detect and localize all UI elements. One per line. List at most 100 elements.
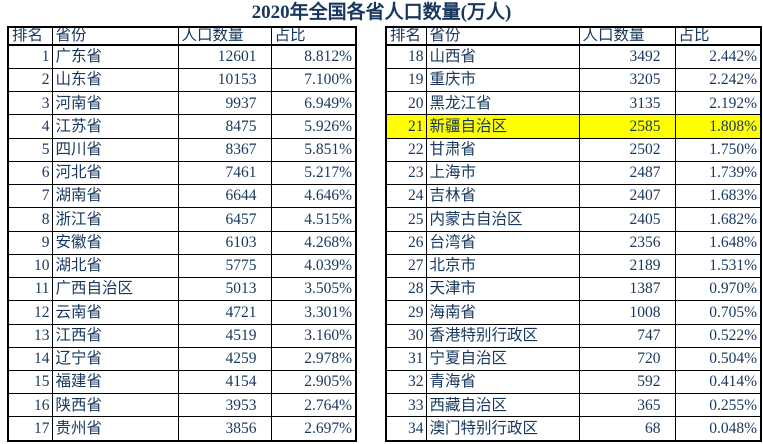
percent-cell: 5.926%: [270, 114, 357, 139]
province-cell: 湖南省: [51, 184, 179, 209]
column-header-rank: 排名: [385, 26, 427, 46]
table-row: 1 广东省 12601 8.812%: [7, 44, 357, 69]
percent-cell: 2.764%: [270, 393, 357, 418]
table-row: 2 山东省 10153 7.100%: [7, 67, 357, 93]
province-cell: 河北省: [51, 160, 179, 186]
population-cell: 6457: [177, 207, 272, 232]
table-row: 24 吉林省 2407 1.683%: [385, 184, 762, 209]
table-row: 27 北京市 2189 1.531%: [385, 253, 762, 279]
province-cell: 台湾省: [425, 230, 580, 255]
table-row: 7 湖南省 6644 4.646%: [7, 184, 357, 209]
percent-cell: 2.442%: [674, 44, 762, 69]
rank-cell: 16: [7, 393, 53, 418]
rank-cell: 25: [385, 207, 427, 232]
table-row: 8 浙江省 6457 4.515%: [7, 207, 357, 232]
rank-cell: 23: [385, 160, 427, 186]
province-cell: 甘肃省: [425, 137, 580, 162]
table-row: 18 山西省 3492 2.442%: [385, 44, 762, 69]
table-row: 16 陕西省 3953 2.764%: [7, 393, 357, 418]
percent-cell: 4.515%: [270, 207, 357, 232]
header-row: 排名 省份 人口数量 占比: [7, 26, 357, 46]
table-row: 9 安徽省 6103 4.268%: [7, 230, 357, 255]
province-cell: 吉林省: [425, 184, 580, 209]
population-cell: 3953: [177, 393, 272, 418]
percent-cell: 0.414%: [674, 369, 762, 395]
population-cell: 3205: [578, 67, 676, 93]
province-cell: 青海省: [425, 369, 580, 395]
rank-cell: 7: [7, 184, 53, 209]
rank-cell: 20: [385, 91, 427, 116]
population-cell: 365: [578, 393, 676, 418]
population-cell: 9937: [177, 91, 272, 116]
province-cell: 香港特别行政区: [425, 323, 580, 348]
population-cell: 3492: [578, 44, 676, 69]
table-row: 25 内蒙古自治区 2405 1.682%: [385, 207, 762, 232]
table-row: 15 福建省 4154 2.905%: [7, 369, 357, 395]
column-header-rank: 排名: [7, 26, 53, 46]
province-cell: 天津市: [425, 277, 580, 302]
population-cell: 2487: [578, 160, 676, 186]
population-cell: 592: [578, 369, 676, 395]
percent-cell: 1.648%: [674, 230, 762, 255]
percent-cell: 1.683%: [674, 184, 762, 209]
percent-cell: 6.949%: [270, 91, 357, 116]
population-cell: 3856: [177, 416, 272, 442]
province-cell: 北京市: [425, 253, 580, 279]
population-cell: 3135: [578, 91, 676, 116]
population-cell: 7461: [177, 160, 272, 186]
population-table-right: 排名 省份 人口数量 占比 18 山西省 3492 2.442% 19 重庆市 3205 2.242…: [385, 26, 762, 442]
rank-cell: 34: [385, 416, 427, 442]
population-cell: 8475: [177, 114, 272, 139]
rank-cell: 13: [7, 323, 53, 348]
percent-cell: 5.217%: [270, 160, 357, 186]
population-cell: 12601: [177, 44, 272, 69]
header-row: 排名 省份 人口数量 占比: [385, 26, 762, 46]
rank-cell: 30: [385, 323, 427, 348]
rank-cell: 2: [7, 67, 53, 93]
table-row: 23 上海市 2487 1.739%: [385, 160, 762, 186]
province-cell: 海南省: [425, 300, 580, 325]
table-row: 14 辽宁省 4259 2.978%: [7, 346, 357, 371]
percent-cell: 1.808%: [674, 114, 762, 139]
rank-cell: 28: [385, 277, 427, 302]
table-row: 30 香港特别行政区 747 0.522%: [385, 323, 762, 348]
percent-cell: 2.697%: [270, 416, 357, 442]
table-row: 17 贵州省 3856 2.697%: [7, 416, 357, 442]
province-cell: 云南省: [51, 300, 179, 325]
rank-cell: 21: [385, 114, 427, 139]
rank-cell: 32: [385, 369, 427, 395]
percent-cell: 4.646%: [270, 184, 357, 209]
tables-container: 排名 省份 人口数量 占比 1 广东省 12601 8.812% 2 山东省 10153 7.100…: [0, 26, 763, 442]
rank-cell: 11: [7, 277, 53, 302]
rank-cell: 12: [7, 300, 53, 325]
rank-cell: 6: [7, 160, 53, 186]
column-header-population: 人口数量: [177, 26, 272, 46]
rank-cell: 22: [385, 137, 427, 162]
table-row: 13 江西省 4519 3.160%: [7, 323, 357, 348]
rank-cell: 9: [7, 230, 53, 255]
rank-cell: 4: [7, 114, 53, 139]
province-cell: 重庆市: [425, 67, 580, 93]
table-row: 5 四川省 8367 5.851%: [7, 137, 357, 162]
table-row: 19 重庆市 3205 2.242%: [385, 67, 762, 93]
percent-cell: 1.682%: [674, 207, 762, 232]
province-cell: 宁夏自治区: [425, 346, 580, 371]
table-row: 34 澳门特别行政区 68 0.048%: [385, 416, 762, 442]
rank-cell: 17: [7, 416, 53, 442]
population-cell: 5013: [177, 277, 272, 302]
rank-cell: 14: [7, 346, 53, 371]
table-row: 20 黑龙江省 3135 2.192%: [385, 91, 762, 116]
table-row: 21 新疆自治区 2585 1.808%: [385, 114, 762, 139]
percent-cell: 7.100%: [270, 67, 357, 93]
province-cell: 新疆自治区: [425, 114, 580, 139]
rank-cell: 1: [7, 44, 53, 69]
table-row: 3 河南省 9937 6.949%: [7, 91, 357, 116]
province-cell: 河南省: [51, 91, 179, 116]
rank-cell: 8: [7, 207, 53, 232]
population-table-left: 排名 省份 人口数量 占比 1 广东省 12601 8.812% 2 山东省 10153 7.100…: [7, 26, 357, 442]
percent-cell: 0.255%: [674, 393, 762, 418]
rank-cell: 24: [385, 184, 427, 209]
population-cell: 2407: [578, 184, 676, 209]
table-row: 26 台湾省 2356 1.648%: [385, 230, 762, 255]
rank-cell: 19: [385, 67, 427, 93]
